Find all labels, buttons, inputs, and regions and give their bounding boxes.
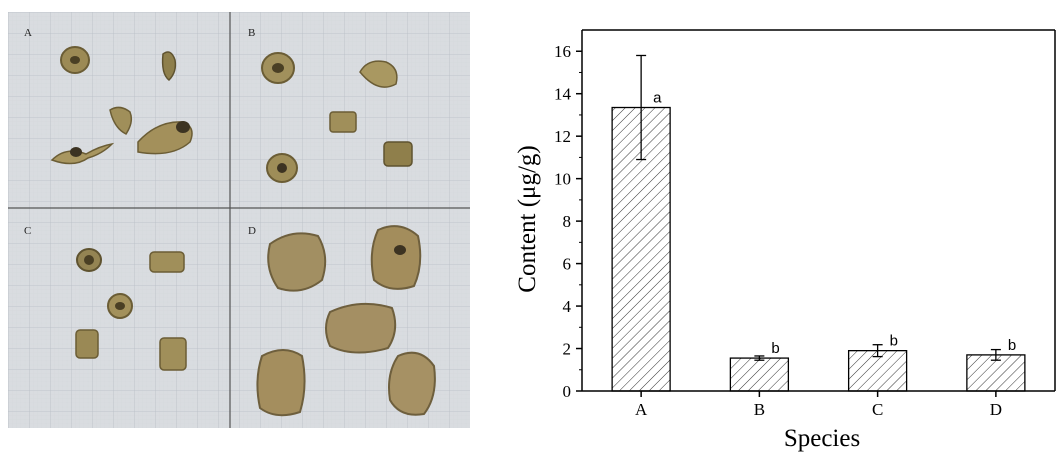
y-tick-label: 14 bbox=[554, 85, 572, 104]
specimen-photo-graphic: A B C D bbox=[8, 12, 470, 428]
significance-label: b bbox=[1008, 337, 1016, 354]
y-tick-label: 6 bbox=[563, 255, 572, 274]
bar-chart-graphic: 0 2 4 6 8 10 12 14 16 a Ab Bb Cb D Content (μg/g) Spe… bbox=[514, 29, 1056, 452]
x-tick-label: D bbox=[990, 400, 1002, 419]
y-tick-label: 10 bbox=[554, 170, 571, 189]
x-axis-title: Species bbox=[784, 425, 860, 452]
quadrant-label-a: A bbox=[24, 27, 32, 39]
significance-label: b bbox=[771, 340, 779, 357]
specimen-group-a bbox=[50, 46, 193, 165]
x-tick-label: B bbox=[754, 400, 765, 419]
bar-c bbox=[847, 350, 908, 392]
quadrant-label-b: B bbox=[248, 27, 255, 39]
x-tick-label: A bbox=[635, 400, 648, 419]
y-tick-label: 16 bbox=[554, 42, 571, 61]
y-axis-title: Content (μg/g) bbox=[514, 145, 541, 292]
quadrant-label-c: C bbox=[24, 225, 31, 237]
specimen-group-c bbox=[75, 248, 187, 371]
specimen-group-b bbox=[261, 52, 413, 183]
y-tick-label: 2 bbox=[563, 340, 572, 359]
significance-label: b bbox=[890, 333, 898, 350]
bar-b bbox=[729, 357, 790, 392]
y-tick-label: 0 bbox=[563, 382, 572, 401]
significance-label: a bbox=[653, 90, 662, 107]
bar-d bbox=[966, 354, 1026, 392]
specimen-photo: A B C D bbox=[8, 12, 470, 428]
y-tick-label: 12 bbox=[554, 127, 571, 146]
x-tick-label: C bbox=[872, 400, 883, 419]
y-tick-label: 8 bbox=[563, 212, 572, 231]
quadrant-label-d: D bbox=[248, 225, 256, 237]
specimen-group-d bbox=[256, 225, 436, 417]
y-tick-label: 4 bbox=[563, 297, 572, 316]
